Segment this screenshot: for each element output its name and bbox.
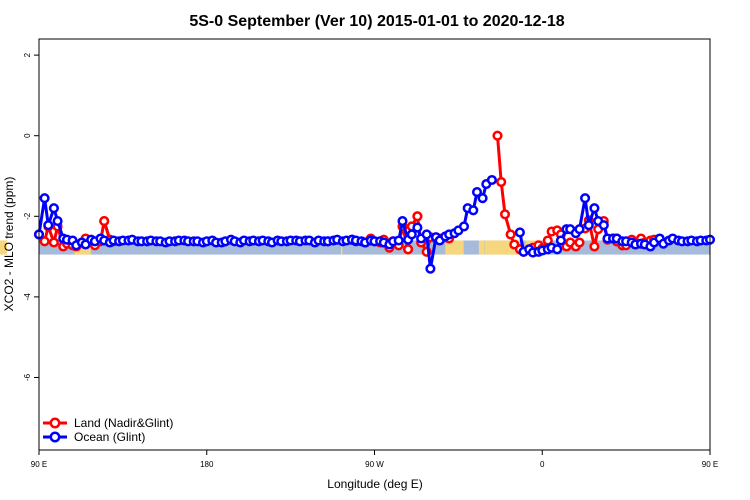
data-point-land — [403, 244, 414, 255]
series-ocean — [33, 174, 716, 274]
y-tick-label: 0 — [23, 133, 32, 138]
data-point-ocean — [458, 221, 470, 232]
y-tick-label: -4 — [23, 293, 32, 301]
data-point-ocean — [43, 220, 54, 231]
y-axis: 2 0 -2 -4 -6 — [23, 52, 39, 381]
x-tick-label: 180 — [200, 460, 214, 469]
band-land-segment — [445, 240, 464, 255]
data-point-ocean — [39, 193, 50, 204]
data-point-land — [589, 241, 600, 252]
data-point-ocean — [471, 187, 483, 198]
data-point-land — [499, 209, 511, 220]
y-axis-label: XCO2 - MLO trend (ppm) — [2, 177, 16, 312]
series-layer — [33, 130, 716, 274]
band-land-segment — [340, 240, 343, 255]
y-tick-label: 2 — [23, 52, 32, 57]
data-point-land — [505, 229, 516, 240]
x-tick-label: 90 W — [365, 460, 384, 469]
legend-label-land: Land (Nadir&Glint) — [74, 416, 173, 430]
legend-item-ocean: Ocean (Glint) — [43, 430, 145, 444]
data-point-ocean — [52, 216, 63, 227]
band-land-segment — [478, 240, 485, 255]
data-point-ocean — [425, 263, 436, 274]
data-point-land — [48, 237, 59, 248]
band-land-segment — [0, 240, 7, 255]
legend-marker-land — [49, 417, 61, 429]
legend-marker-ocean — [49, 431, 61, 443]
data-point-ocean — [514, 227, 525, 238]
data-point-ocean — [552, 244, 563, 255]
y-tick-label: -6 — [23, 373, 32, 381]
data-point-ocean — [580, 193, 591, 204]
x-tick-label: 90 E — [702, 460, 718, 469]
data-point-ocean — [583, 220, 594, 231]
x-tick-label: 90 E — [31, 460, 47, 469]
data-point-ocean — [397, 216, 408, 227]
data-point-land — [496, 176, 507, 188]
data-point-land — [574, 237, 585, 248]
data-point-ocean — [486, 174, 497, 186]
data-point-ocean — [589, 203, 600, 214]
data-point-ocean — [555, 235, 566, 246]
data-point-ocean — [574, 224, 585, 235]
data-point-land — [492, 130, 503, 141]
data-point-ocean — [393, 235, 404, 246]
data-point-land — [39, 236, 50, 247]
data-point-ocean — [412, 222, 423, 233]
y-tick-label: -2 — [23, 212, 32, 220]
data-point-ocean — [406, 229, 417, 240]
legend-label-ocean: Ocean (Glint) — [74, 430, 145, 444]
x-tick-label: 0 — [540, 460, 545, 469]
legend-item-land: Land (Nadir&Glint) — [43, 416, 173, 430]
data-point-land — [99, 216, 110, 227]
data-point-ocean — [421, 229, 432, 240]
chart-title: 5S-0 September (Ver 10) 2015-01-01 to 20… — [189, 13, 564, 30]
data-point-ocean — [598, 220, 609, 231]
data-point-ocean — [468, 205, 479, 216]
x-axis-label: Longitude (deg E) — [327, 477, 422, 491]
data-point-ocean — [48, 203, 59, 214]
x-axis: 90 E 180 90 W 0 90 E — [31, 450, 718, 469]
data-point-ocean — [477, 193, 488, 204]
legend: Land (Nadir&Glint) Ocean (Glint) — [43, 416, 173, 444]
data-point-land — [412, 211, 423, 222]
